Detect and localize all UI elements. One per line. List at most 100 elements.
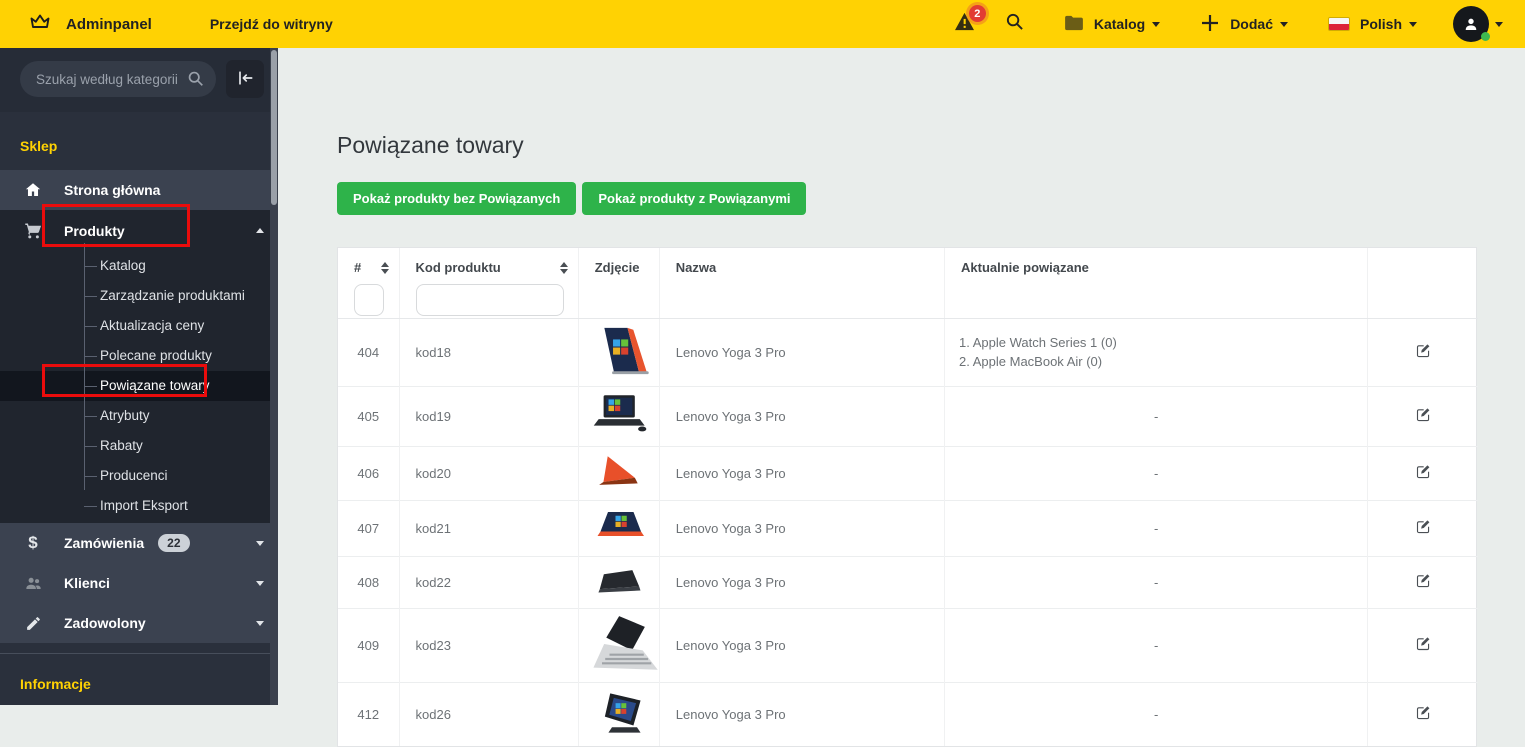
sidebar-item-strona-glowna[interactable]: Strona główna [0, 170, 278, 210]
edit-button[interactable] [1414, 462, 1433, 484]
crown-logo-icon [28, 10, 52, 39]
sidebar-subitem-import-eksport[interactable]: Import Eksport [0, 491, 278, 521]
sidebar-scrollbar [270, 48, 278, 705]
alerts-button[interactable]: 2 [954, 12, 975, 36]
edit-pencil-icon [1416, 346, 1431, 361]
product-name: Lenovo Yoga 3 Pro [659, 500, 944, 556]
polish-flag-icon [1328, 17, 1350, 31]
sort-icon[interactable] [560, 262, 570, 274]
sidebar-item-produkty[interactable]: Produkty [0, 210, 278, 251]
language-menu[interactable]: Polish [1328, 16, 1417, 32]
topbar: Adminpanel Przejdź do witryny 2 Katalog [0, 0, 1525, 48]
language-menu-label: Polish [1360, 16, 1402, 32]
sort-icon[interactable] [381, 262, 391, 274]
product-name: Lenovo Yoga 3 Pro [659, 386, 944, 446]
sidebar-item-label: Zamówienia [64, 535, 144, 551]
product-code: kod26 [399, 682, 578, 746]
edit-button[interactable] [1414, 634, 1433, 656]
sidebar-subitem-producenci[interactable]: Producenci [0, 461, 278, 491]
code-filter-input[interactable] [416, 284, 564, 316]
catalog-menu[interactable]: Katalog [1064, 15, 1160, 34]
edit-pencil-icon [1416, 639, 1431, 654]
go-to-site-link[interactable]: Przejdź do witryny [210, 16, 333, 32]
table-row: 409 kod23 Lenovo Yoga 3 Pro - [338, 608, 1478, 682]
linked-products: 1. Apple Watch Series 1 (0)2. Apple MacB… [945, 318, 1368, 386]
page-title: Powiązane towary [337, 132, 1525, 159]
product-id: 405 [338, 386, 399, 446]
product-name: Lenovo Yoga 3 Pro [659, 446, 944, 500]
edit-pencil-icon [1416, 467, 1431, 482]
product-code: kod21 [399, 500, 578, 556]
brand-title[interactable]: Adminpanel [66, 16, 152, 33]
table-row: 408 kod22 Lenovo Yoga 3 Pro - [338, 556, 1478, 608]
sidebar-item-klienci[interactable]: Klienci [0, 563, 278, 603]
product-image [578, 446, 659, 500]
edit-pencil-icon [1416, 576, 1431, 591]
sidebar-subitem-rabaty[interactable]: Rabaty [0, 431, 278, 461]
informacje-section-label: Informacje [20, 676, 278, 692]
edit-button[interactable] [1414, 341, 1433, 363]
edit-pencil-icon [1416, 522, 1431, 537]
sidebar-subitem-katalog[interactable]: Katalog [0, 251, 278, 281]
table-row: 405 kod19 Lenovo Yoga 3 Pro - [338, 386, 1478, 446]
table-row: 404 kod18 Lenovo Yoga 3 Pro 1. Apple Wat… [338, 318, 1478, 386]
product-code: kod19 [399, 386, 578, 446]
product-id: 407 [338, 500, 399, 556]
edit-button[interactable] [1414, 571, 1433, 593]
search-icon [187, 70, 204, 92]
collapse-arrow-icon [235, 68, 255, 91]
products-section: Produkty Katalog Zarządzanie produktami … [0, 210, 278, 523]
chevron-down-icon [1495, 22, 1503, 27]
chevron-down-icon [256, 541, 264, 546]
product-id: 408 [338, 556, 399, 608]
user-avatar-button[interactable] [1453, 6, 1503, 42]
product-name: Lenovo Yoga 3 Pro [659, 556, 944, 608]
id-filter-input[interactable] [354, 284, 384, 316]
folder-icon [1064, 15, 1084, 34]
sidebar-item-label: Zadowolony [64, 615, 146, 631]
edit-pencil-icon [1416, 708, 1431, 723]
alerts-badge: 2 [969, 5, 986, 22]
product-code: kod18 [399, 318, 578, 386]
sidebar-item-zadowolony[interactable]: Zadowolony [0, 603, 278, 643]
sidebar-subitem-zarzadzanie-produktami[interactable]: Zarządzanie produktami [0, 281, 278, 311]
cart-icon [22, 221, 44, 240]
sidebar-nav: Strona główna Produkty Katalog Zarządzan… [0, 170, 278, 643]
sidebar-item-label: Produkty [64, 223, 125, 239]
edit-button[interactable] [1414, 517, 1433, 539]
sidebar-subitem-aktualizacja-ceny[interactable]: Aktualizacja ceny [0, 311, 278, 341]
product-code: kod23 [399, 608, 578, 682]
product-image [578, 318, 659, 386]
product-image [578, 386, 659, 446]
search-button[interactable] [1005, 12, 1024, 36]
chevron-up-icon [256, 228, 264, 233]
edit-button[interactable] [1414, 703, 1433, 725]
show-products-without-linked-button[interactable]: Pokaż produkty bez Powiązanych [337, 182, 576, 215]
sidebar-divider [0, 653, 278, 654]
product-id: 409 [338, 608, 399, 682]
table-row: 412 kod26 Lenovo Yoga 3 Pro - [338, 682, 1478, 746]
table-row: 406 kod20 Lenovo Yoga 3 Pro - [338, 446, 1478, 500]
sidebar: Sklep Strona główna Produkty Katalog Zar… [0, 48, 278, 705]
show-products-with-linked-button[interactable]: Pokaż produkty z Powiązanymi [582, 182, 806, 215]
sidebar-item-zamowienia[interactable]: $ Zamówienia 22 [0, 523, 278, 563]
column-header-code: Kod produktu [399, 248, 578, 318]
column-header-actions [1368, 248, 1478, 318]
sidebar-subitem-atrybuty[interactable]: Atrybuty [0, 401, 278, 431]
edit-button[interactable] [1414, 405, 1433, 427]
add-menu[interactable]: Dodać [1200, 13, 1288, 36]
product-code: kod20 [399, 446, 578, 500]
product-name: Lenovo Yoga 3 Pro [659, 608, 944, 682]
linked-products: - [945, 446, 1368, 500]
sidebar-item-label: Klienci [64, 575, 110, 591]
sidebar-subitem-polecane-produkty[interactable]: Polecane produkty [0, 341, 278, 371]
column-header-linked: Aktualnie powiązane [945, 248, 1368, 318]
linked-products: - [945, 682, 1368, 746]
product-image [578, 608, 659, 682]
chevron-down-icon [1280, 22, 1288, 27]
sidebar-scrollbar-thumb[interactable] [271, 50, 277, 205]
sidebar-subitem-powiazane-towary[interactable]: Powiązane towary [0, 371, 278, 401]
pencil-icon [22, 615, 44, 632]
sidebar-collapse-button[interactable] [226, 60, 264, 98]
column-header-photo: Zdjęcie [578, 248, 659, 318]
